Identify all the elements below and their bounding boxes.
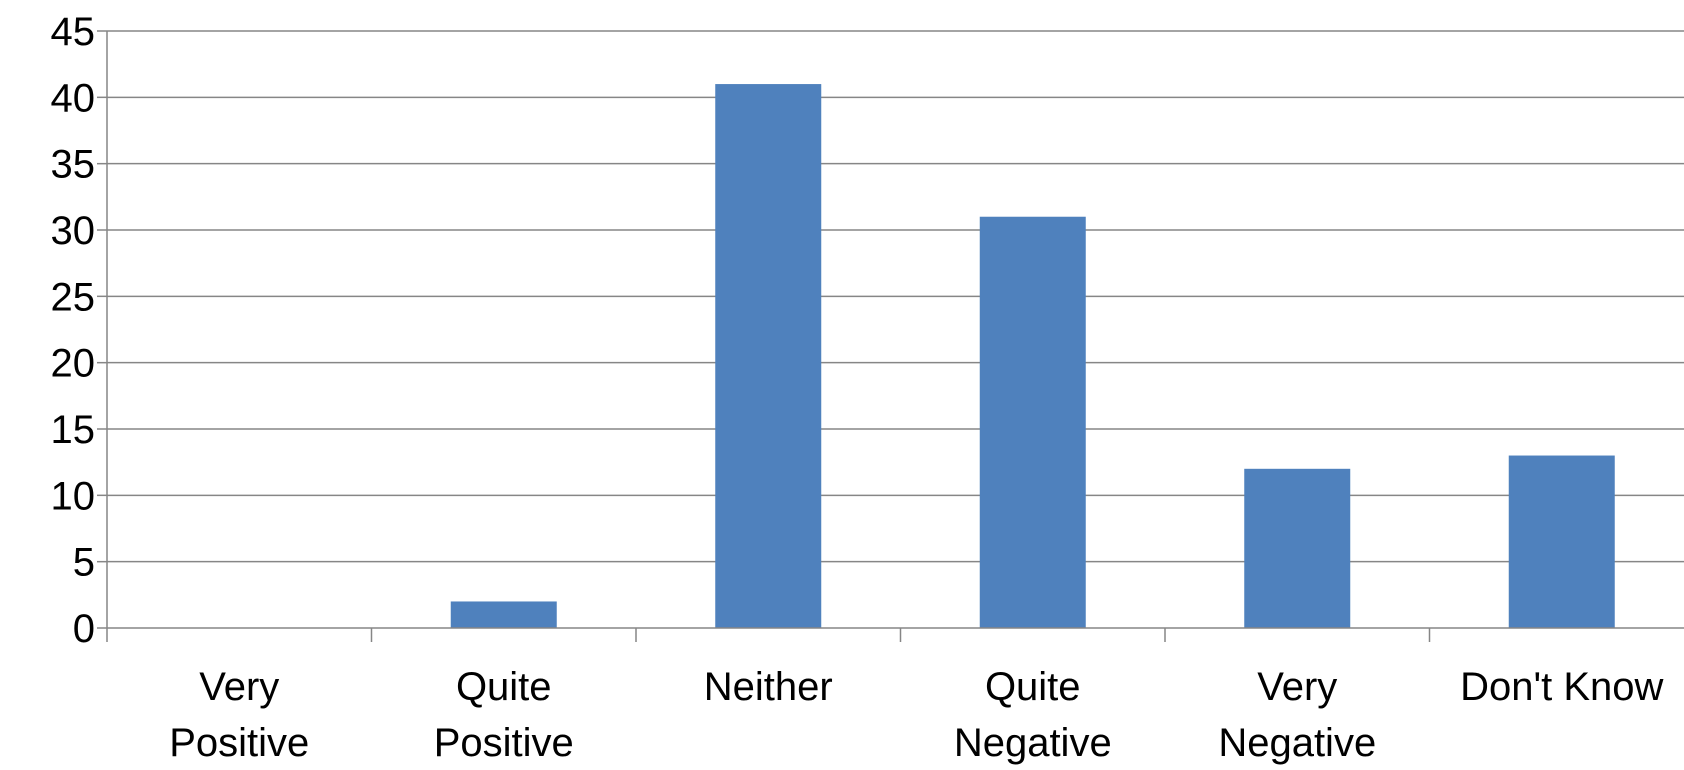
y-tick-label: 40	[51, 76, 96, 120]
x-tick-labels: Very Positive Quite Positive Neither Quite Neg…	[169, 665, 1663, 765]
bar	[715, 84, 822, 629]
bar	[1244, 468, 1351, 628]
bar	[450, 601, 557, 628]
y-tick-label: 35	[51, 143, 96, 187]
axes	[97, 30, 1684, 642]
y-tick-label: 5	[73, 541, 95, 585]
y-tick-label: 30	[51, 209, 96, 253]
x-tick-label: Don't Know	[1460, 665, 1663, 709]
y-tick-label: 10	[51, 474, 96, 518]
x-tick-label: Quite Positive	[434, 665, 574, 765]
y-tick-label: 25	[51, 275, 96, 319]
x-tick-label: Very Negative	[1218, 665, 1376, 765]
gridlines	[107, 30, 1684, 563]
x-tick-label: Neither	[704, 665, 833, 709]
bar	[1508, 455, 1615, 628]
y-tick-label: 45	[51, 10, 96, 54]
x-tick-label: Very Positive	[169, 665, 309, 765]
y-tick-label: 20	[51, 342, 96, 386]
y-tick-labels: 0 5 10 15 20 25 30 35 40 45	[51, 10, 96, 651]
y-tick-label: 0	[73, 607, 95, 651]
bar	[979, 216, 1086, 628]
y-tick-label: 15	[51, 408, 96, 452]
bars	[450, 84, 1615, 629]
x-tick-label: Quite Negative	[954, 665, 1112, 765]
